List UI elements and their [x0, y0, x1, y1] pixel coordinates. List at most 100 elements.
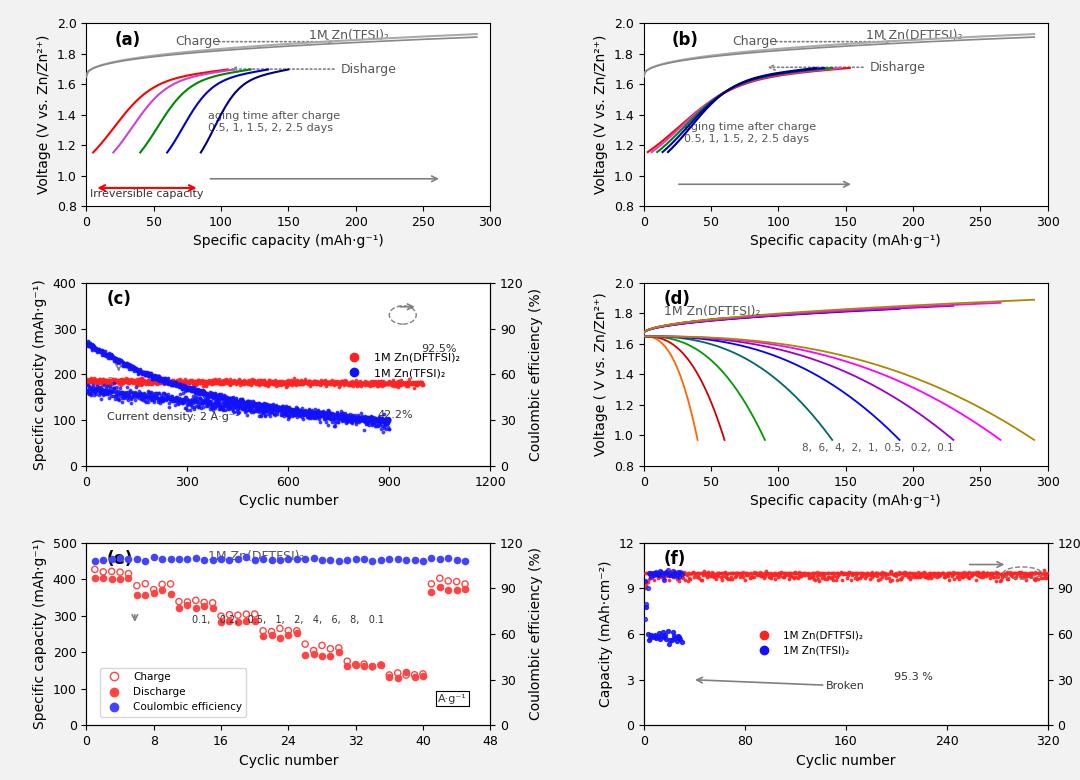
Point [922, 572, 940, 584]
Point [697, 567, 714, 580]
Point [112, 386, 130, 399]
Point [176, 379, 193, 392]
Point [362, 415, 379, 427]
Point [639, 582, 657, 594]
Point [649, 569, 666, 581]
Point [120, 389, 137, 402]
Point [109, 354, 126, 367]
Point [324, 408, 341, 420]
Point [173, 375, 190, 388]
Point [93, 345, 110, 357]
Point [349, 377, 366, 389]
Point [321, 411, 338, 424]
Point [881, 566, 899, 579]
Point [288, 406, 306, 419]
Point [365, 376, 382, 388]
Point [305, 644, 322, 657]
Point [194, 385, 212, 397]
Point [657, 569, 674, 581]
Point [326, 417, 343, 430]
Point [644, 568, 661, 580]
Point [648, 566, 665, 578]
Point [260, 399, 278, 412]
Point [374, 378, 391, 390]
Point [228, 395, 245, 407]
Point [95, 389, 112, 402]
Point [90, 385, 107, 397]
Point [251, 402, 268, 415]
Point [725, 567, 742, 580]
Point [215, 400, 232, 413]
Point [117, 389, 134, 402]
Point [380, 378, 397, 390]
Point [119, 394, 136, 406]
Point [1007, 566, 1024, 579]
Point [83, 339, 100, 351]
Point [369, 375, 387, 388]
Point [198, 377, 215, 389]
Point [188, 385, 205, 397]
Point [139, 370, 157, 382]
Point [338, 412, 355, 424]
Point [259, 378, 276, 390]
Point [1035, 563, 1052, 576]
Point [259, 377, 276, 389]
Point [244, 397, 261, 410]
Point [967, 574, 984, 587]
Point [378, 378, 395, 390]
Point [228, 396, 245, 409]
Point [359, 411, 376, 424]
Point [351, 411, 368, 424]
Point [119, 392, 136, 405]
Point [278, 400, 295, 413]
Point [402, 377, 419, 389]
Point [642, 566, 659, 579]
Point [144, 372, 161, 385]
Point [373, 413, 390, 426]
Point [382, 377, 400, 389]
Point [225, 392, 242, 405]
Point [296, 405, 313, 417]
Point [375, 413, 392, 426]
Point [167, 378, 185, 390]
Point [731, 570, 748, 583]
Point [370, 378, 388, 391]
Point [132, 390, 149, 402]
Point [239, 395, 256, 408]
Point [711, 566, 728, 579]
Point [170, 375, 187, 388]
Point [104, 376, 121, 388]
Point [379, 417, 396, 430]
Point [181, 376, 199, 388]
Point [97, 386, 114, 399]
Point [656, 568, 673, 580]
Point [306, 407, 323, 420]
Point [407, 377, 424, 389]
Point [89, 378, 106, 390]
Point [302, 408, 320, 420]
Point [282, 378, 299, 390]
Point [148, 370, 165, 383]
Point [251, 406, 268, 418]
Point [187, 383, 204, 395]
Point [107, 385, 124, 397]
Point [215, 378, 232, 390]
Point [280, 628, 297, 640]
Point [166, 375, 184, 388]
Point [175, 378, 192, 391]
Point [715, 567, 732, 580]
Point [355, 377, 373, 389]
Point [147, 369, 164, 381]
Point [349, 411, 366, 424]
Point [188, 377, 205, 389]
Point [288, 375, 306, 388]
Point [84, 376, 102, 388]
Point [254, 399, 271, 412]
Point [912, 567, 929, 580]
Point [980, 569, 997, 581]
Point [269, 402, 286, 414]
Point [369, 415, 387, 427]
Point [345, 411, 362, 424]
Point [357, 413, 375, 425]
Point [206, 402, 224, 415]
